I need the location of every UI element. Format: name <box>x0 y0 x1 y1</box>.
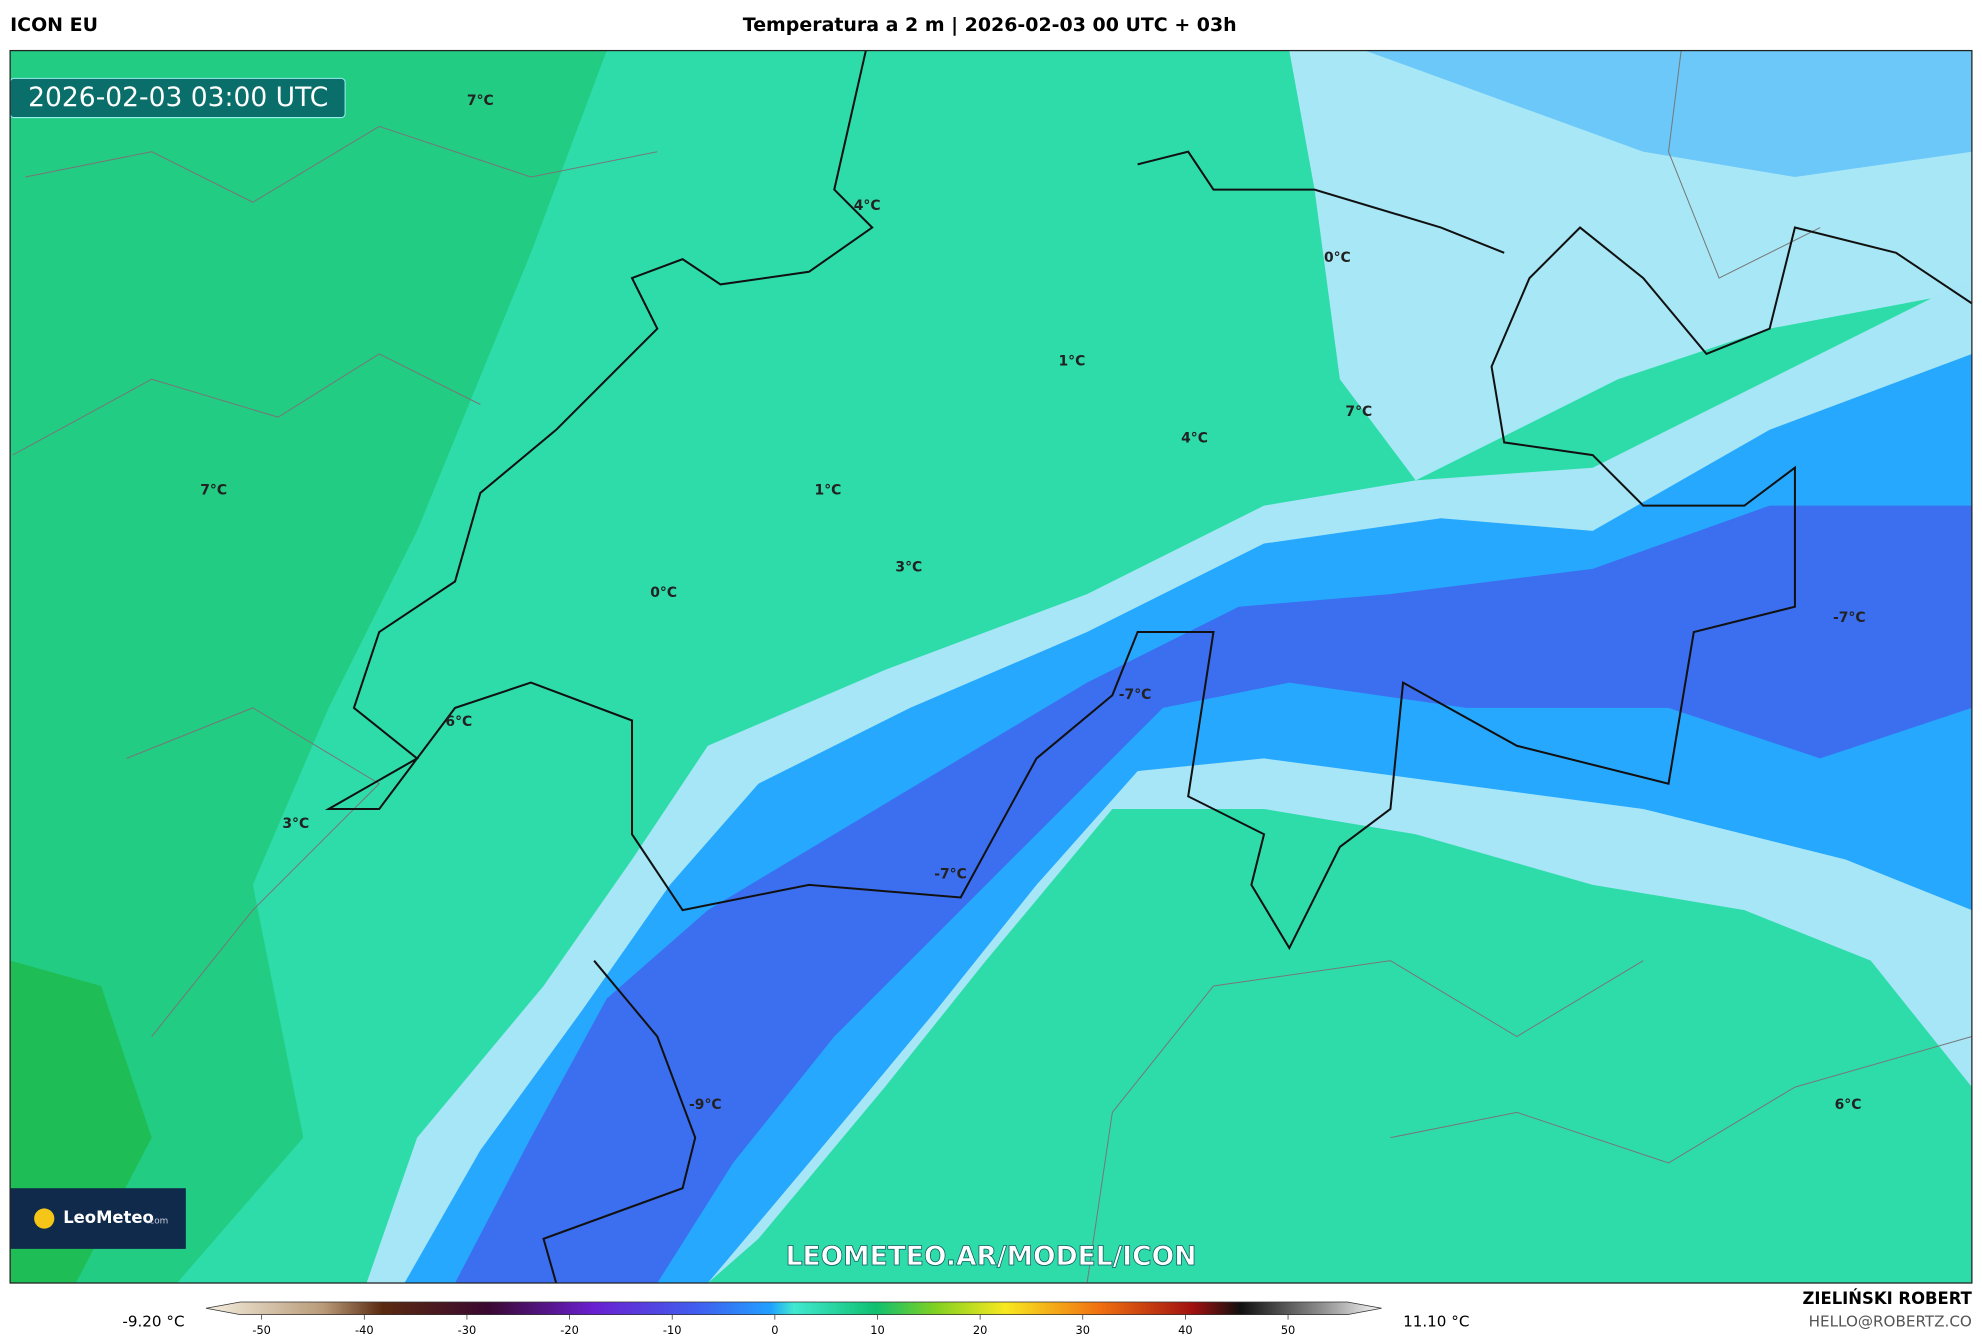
map-frame <box>9 49 1973 1284</box>
temperature-label: 1°C <box>1058 354 1085 370</box>
timestamp: 2026-02-03 03:00 UTC <box>28 82 328 113</box>
temperature-label: 0°C <box>1324 250 1351 266</box>
logo-sun <box>34 1208 55 1229</box>
country-border <box>542 960 697 1284</box>
country-border <box>1137 150 1505 254</box>
temperature-label: 6°C <box>1835 1097 1862 1113</box>
temperature-label: 0°C <box>650 585 677 601</box>
colorbar-tick-label: -10 <box>663 1323 682 1337</box>
temperature-label: 6°C <box>445 714 472 730</box>
colorbar-tick-label: 10 <box>870 1323 884 1337</box>
map-title: Temperatura a 2 m | 2026-02-03 00 UTC + … <box>743 14 1237 36</box>
temperature-label: -7°C <box>934 867 967 883</box>
temperature-label: -9°C <box>689 1097 722 1113</box>
colorbar-tick-label: 50 <box>1281 1323 1295 1337</box>
temperature-label: 1°C <box>815 482 842 498</box>
temperature-label: 3°C <box>282 816 309 832</box>
model-name: ICON EU <box>10 14 98 36</box>
watermark: LEOMETEO.AR/MODEL/ICON <box>786 1241 1197 1272</box>
colorbar-ticks: -50 -40 -30 -20 -10 0 10 20 30 40 50 <box>252 1314 1295 1337</box>
temperature-label: -7°C <box>1833 610 1866 626</box>
cold-area <box>1365 50 1972 177</box>
colorbar-tick-label: -50 <box>252 1323 271 1337</box>
temperature-label: 3°C <box>895 560 922 576</box>
temperature-label: -7°C <box>1119 687 1152 703</box>
author: ZIELIŃSKI ROBERT <box>1802 1289 1972 1308</box>
warm-area <box>10 50 607 1284</box>
logo-suffix: .com <box>147 1217 169 1227</box>
max-label: 11.10 °C <box>1403 1313 1469 1331</box>
temperature-label: 4°C <box>1181 431 1208 447</box>
map: 7°C 4°C 0°C 1°C 7°C 4°C 7°C 1°C 3°C 0°C … <box>10 50 1972 1284</box>
timestamp-box <box>10 77 346 119</box>
colorbar <box>205 1301 1382 1315</box>
colorbar-tick-label: 20 <box>973 1323 987 1337</box>
colorbar-tick-label: 0 <box>771 1323 778 1337</box>
temperature-label: 4°C <box>854 198 881 214</box>
colorbar-tick-label: -20 <box>560 1323 579 1337</box>
temperature-label: 7°C <box>467 93 494 109</box>
min-label: -9.20 °C <box>122 1313 184 1331</box>
country-border <box>324 50 1972 951</box>
cold-core <box>455 505 1972 1284</box>
borders <box>12 50 1972 1284</box>
colorbar-tick-label: 40 <box>1178 1323 1192 1337</box>
colorbar-tick-label: -30 <box>458 1323 477 1337</box>
logo-text: LeoMeteo <box>63 1208 154 1227</box>
temperature-label: 7°C <box>200 482 227 498</box>
colorbar-tick-label: -40 <box>355 1323 374 1337</box>
temperature-label: 7°C <box>1345 404 1372 420</box>
contact: HELLO@ROBERTZ.CO <box>1809 1313 1972 1331</box>
colorbar-tick-label: 30 <box>1076 1323 1090 1337</box>
